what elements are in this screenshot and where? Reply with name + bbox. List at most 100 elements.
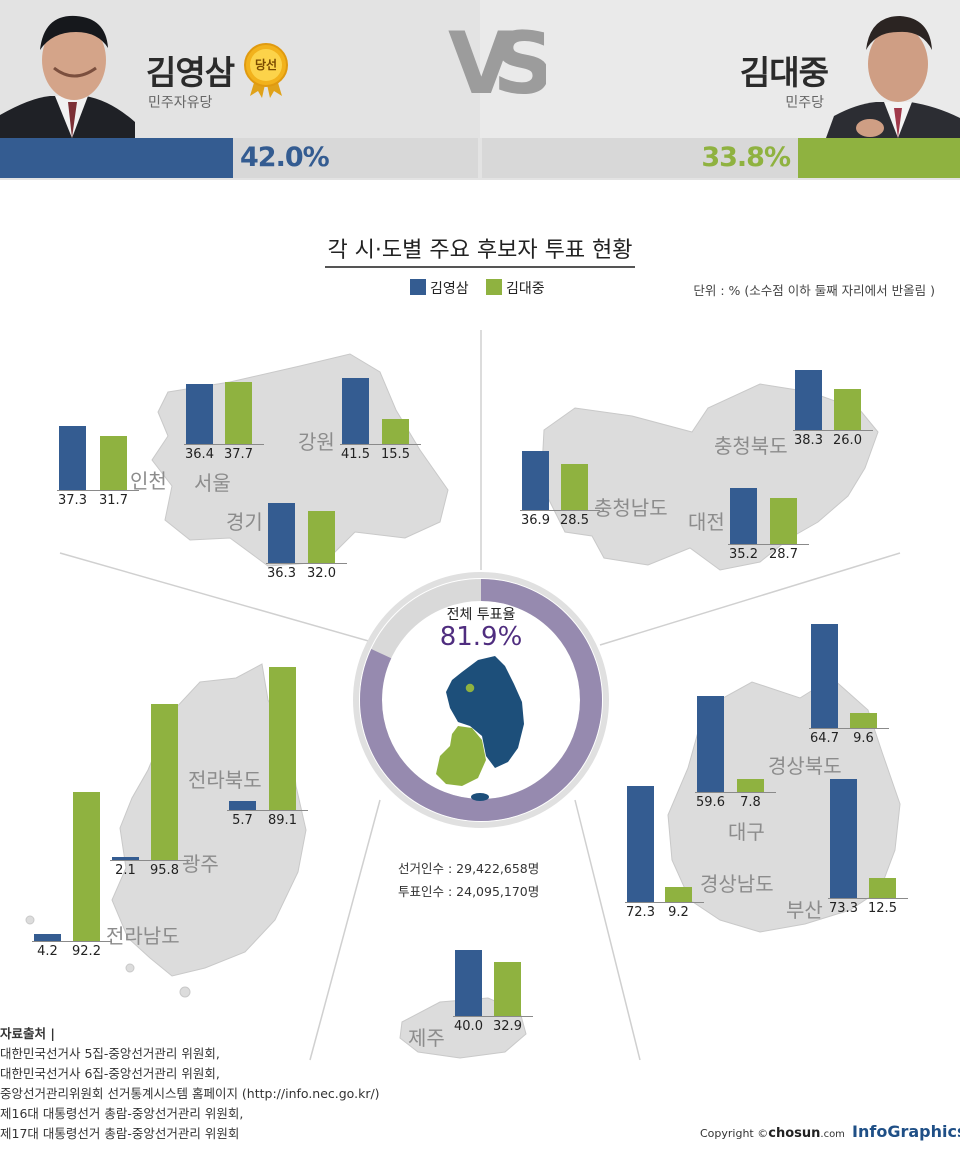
bar-kim-youngsam xyxy=(34,934,61,941)
bar-kim-youngsam xyxy=(59,426,86,490)
candidate-b-percentage: 33.8% xyxy=(701,142,791,173)
bar-value-label: 40.0 xyxy=(454,1019,483,1034)
bar-value-label: 95.8 xyxy=(150,863,179,878)
bar-value-label: 73.3 xyxy=(829,901,858,916)
mini-map-jeju xyxy=(471,793,489,801)
bar-baseline xyxy=(828,898,908,899)
bar-value-label: 4.2 xyxy=(37,944,58,959)
brand-name: chosun xyxy=(768,1126,821,1141)
divider-line xyxy=(599,552,901,646)
bar-value-label: 9.6 xyxy=(853,731,874,746)
bar-kim-youngsam xyxy=(697,696,724,792)
mini-map-daejung xyxy=(436,726,486,786)
mini-map-seoul xyxy=(464,682,476,694)
region-label-chungnam: 충청남도 xyxy=(594,496,668,520)
mini-map-yeongsam xyxy=(446,656,524,768)
bar-kim-youngsam xyxy=(795,370,822,430)
footer: Copyright ©chosun.com InfoGraphics xyxy=(700,1122,960,1146)
source-line: 대한민국선거사 6집-중앙선거관리 위원회, xyxy=(0,1066,220,1081)
source-line: 제16대 대통령선거 총람-중앙선거관리 위원회, xyxy=(0,1106,244,1121)
bar-kim-daejung xyxy=(869,877,896,898)
chart-title-wrapper: 각 시·도별 주요 후보자 투표 현황 xyxy=(0,232,960,268)
region-label-gangwon: 강원 xyxy=(298,430,335,454)
bar-kim-daejung xyxy=(494,961,521,1016)
bar-value-label: 15.5 xyxy=(381,447,410,462)
bar-baseline xyxy=(809,728,889,729)
map-chungcheong xyxy=(541,383,879,571)
legend-label-a: 김영삼 xyxy=(430,281,469,297)
source-line: 제17대 대통령선거 총람-중앙선거관리 위원회 xyxy=(0,1126,240,1141)
bar-value-label: 36.4 xyxy=(185,447,214,462)
infographics-logo: InfoGraphics xyxy=(852,1122,960,1141)
region-label-gyeongbuk: 경상북도 xyxy=(768,754,842,778)
bar-baseline xyxy=(695,792,776,793)
candidate-a-name: 김영삼 xyxy=(146,53,235,92)
bar-kim-youngsam xyxy=(186,383,213,444)
bar-baseline xyxy=(32,941,112,942)
region-label-jeju: 제주 xyxy=(408,1026,445,1050)
bar-kim-youngsam xyxy=(112,856,139,860)
region-label-jeonnam: 전라남도 xyxy=(106,924,180,948)
bar-value-label: 36.9 xyxy=(521,513,550,528)
candidate-a-party: 민주자유당 xyxy=(148,95,213,111)
bar-kim-daejung xyxy=(561,464,588,510)
bar-kim-daejung xyxy=(269,667,296,810)
bar-kim-youngsam xyxy=(455,950,482,1016)
bar-kim-daejung xyxy=(73,791,100,941)
bar-value-label: 28.5 xyxy=(560,513,589,528)
bar-value-label: 36.3 xyxy=(267,566,296,581)
header: 김영삼 민주자유당 당선 VS 김대중 민주당 42.0% 33.8% xyxy=(0,0,960,180)
region-label-incheon: 인천 xyxy=(130,469,167,493)
candidate-a-result-bar xyxy=(0,138,233,178)
bar-value-label: 35.2 xyxy=(729,547,758,562)
source-line: 중앙선거관리위원회 선거통계시스템 홈페이지 (http://info.nec.… xyxy=(0,1086,380,1101)
brand-suffix: .com xyxy=(820,1129,845,1140)
copyright-text: Copyright © xyxy=(700,1127,769,1140)
ballots-count: 투표인수 : 24,095,170명 xyxy=(398,884,540,899)
bar-baseline xyxy=(520,510,600,511)
legend-swatch-a xyxy=(410,279,426,295)
bar-value-label: 64.7 xyxy=(810,731,839,746)
bar-value-label: 32.9 xyxy=(493,1019,522,1034)
bar-baseline xyxy=(793,430,873,431)
bar-kim-youngsam xyxy=(342,377,369,444)
bar-kim-youngsam xyxy=(627,786,654,902)
bar-value-label: 37.3 xyxy=(58,493,87,508)
bar-value-label: 37.7 xyxy=(224,447,253,462)
bar-value-label: 12.5 xyxy=(868,901,897,916)
divider-line xyxy=(309,799,381,1061)
source-block: 자료출처 | 대한민국선거사 5집-중앙선거관리 위원회, 대한민국선거사 6집… xyxy=(0,1024,380,1144)
source-title: 자료출처 | xyxy=(0,1026,55,1041)
divider-line xyxy=(59,552,373,643)
bar-kim-daejung xyxy=(100,435,127,490)
region-label-jeonbuk: 전라북도 xyxy=(188,768,262,792)
unit-note: 단위 : % (소수점 이하 둘째 자리에서 반올림 ) xyxy=(693,283,935,298)
candidate-a-portrait xyxy=(0,15,135,138)
turnout-donut-arc xyxy=(360,579,602,821)
voters-count: 선거인수 : 29,422,658명 xyxy=(398,861,540,876)
bar-kim-daejung xyxy=(770,498,797,544)
region-label-busan: 부산 xyxy=(786,898,823,922)
candidate-a-percentage: 42.0% xyxy=(240,142,330,173)
bar-baseline xyxy=(227,810,308,811)
bar-value-label: 59.6 xyxy=(696,795,725,810)
bar-value-label: 89.1 xyxy=(268,813,297,828)
bar-kim-youngsam xyxy=(730,487,757,544)
bar-value-label: 26.0 xyxy=(833,433,862,448)
candidate-b-result-bar xyxy=(798,138,960,178)
bar-baseline xyxy=(110,860,190,861)
bar-kim-daejung xyxy=(665,887,692,902)
bar-value-label: 7.8 xyxy=(740,795,761,810)
bar-value-label: 28.7 xyxy=(769,547,798,562)
region-label-gyeongnam: 경상남도 xyxy=(700,872,774,896)
bar-kim-daejung xyxy=(834,389,861,430)
bar-baseline xyxy=(57,490,139,491)
turnout-value: 81.9% xyxy=(439,622,523,652)
bar-kim-daejung xyxy=(151,703,178,860)
bar-value-label: 38.3 xyxy=(794,433,823,448)
region-label-seoul: 서울 xyxy=(194,471,231,495)
bar-kim-youngsam xyxy=(229,800,256,810)
bar-value-label: 9.2 xyxy=(668,905,689,920)
bar-baseline xyxy=(453,1016,533,1017)
bar-baseline xyxy=(340,444,421,445)
